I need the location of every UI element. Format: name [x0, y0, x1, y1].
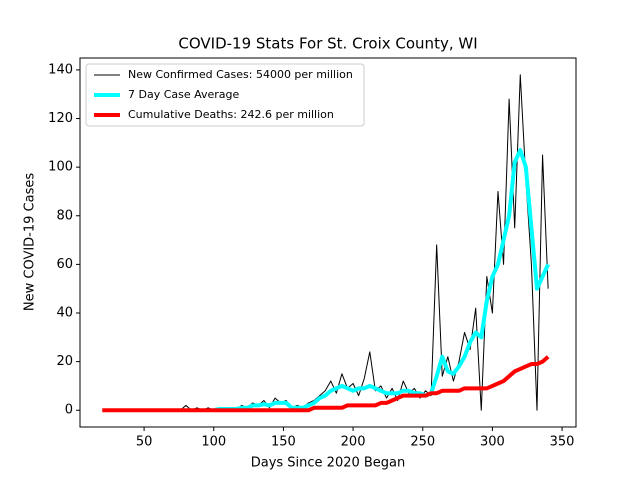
y-axis-label: New COVID-19 Cases: [23, 173, 38, 311]
y-tick-label: 60: [56, 257, 73, 272]
legend-box: [85, 63, 365, 127]
x-tick-label: 50: [136, 435, 153, 450]
legend-label: New Confirmed Cases: 54000 per million: [128, 68, 353, 81]
legend-label: 7 Day Case Average: [128, 88, 240, 101]
series-line: [213, 148, 550, 413]
plot-frame: [79, 57, 577, 428]
y-tick-label: 80: [56, 208, 73, 223]
x-axis-label: Days Since 2020 Began: [251, 456, 406, 471]
y-tick-label: 40: [56, 305, 73, 320]
x-tick-label: 100: [201, 435, 226, 450]
y-tick-label: 140: [48, 62, 73, 77]
legend-label: Cumulative Deaths: 242.6 per million: [128, 108, 334, 121]
x-tick-label: 300: [480, 435, 505, 450]
x-tick-label: 150: [271, 435, 296, 450]
x-tick-label: 350: [550, 435, 575, 450]
legend: New Confirmed Cases: 54000 per million 7 …: [85, 63, 365, 127]
y-tick-label: 20: [56, 354, 73, 369]
y-tick-label: 100: [48, 160, 73, 175]
x-tick-label: 200: [341, 435, 366, 450]
x-tick-label: 250: [410, 435, 435, 450]
y-tick-label: 0: [65, 403, 73, 418]
series-line: [102, 355, 550, 413]
y-tick-label: 120: [48, 111, 73, 126]
chart-title: COVID-19 Stats For St. Croix County, WI: [178, 35, 477, 53]
